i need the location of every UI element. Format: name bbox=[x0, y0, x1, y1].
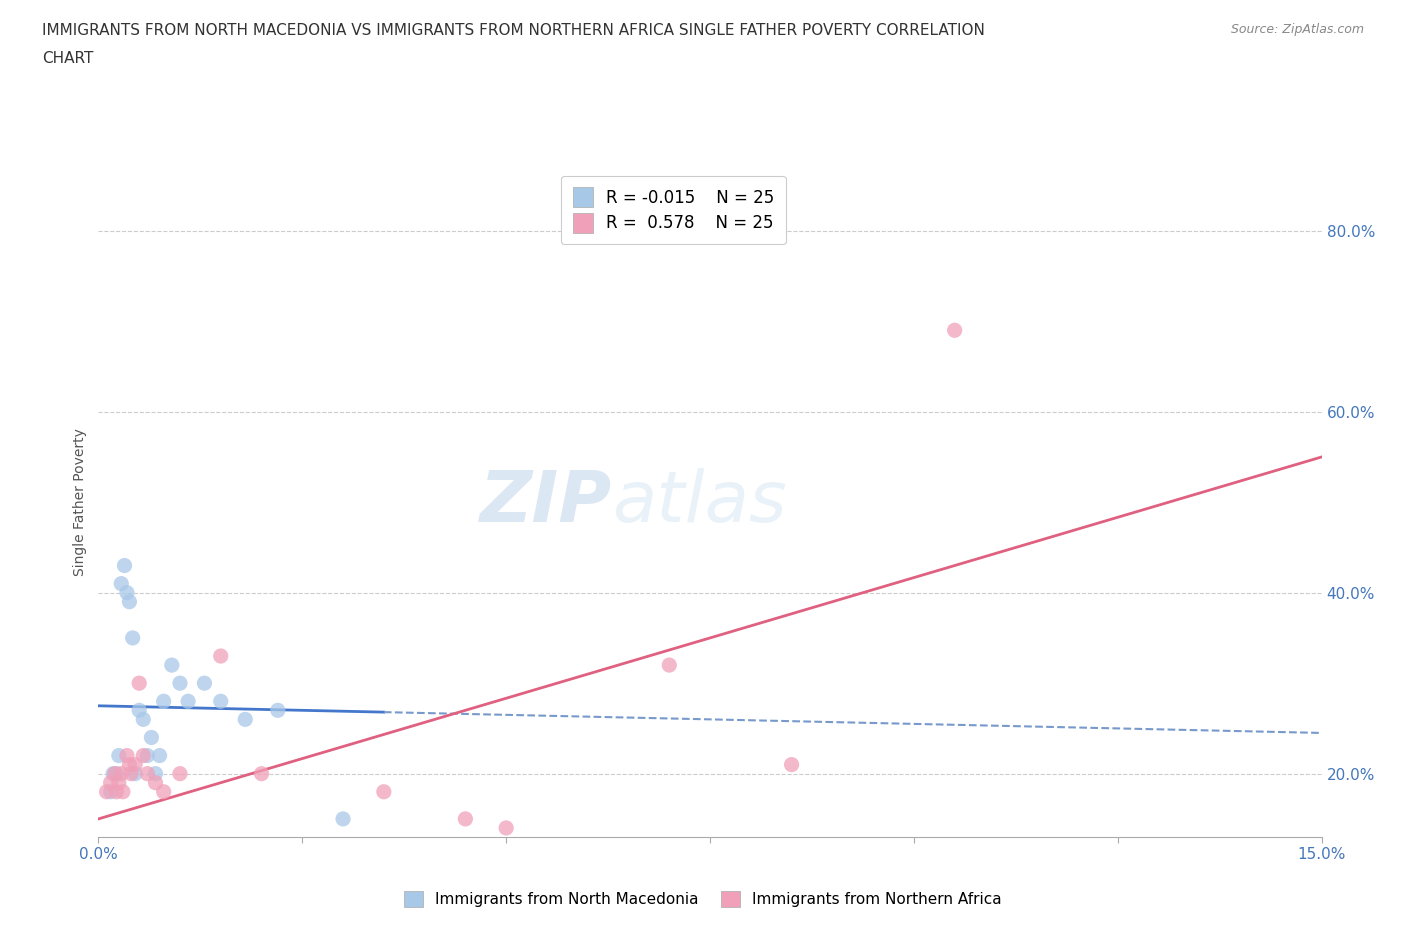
Text: CHART: CHART bbox=[42, 51, 94, 66]
Point bbox=[110, 766, 132, 781]
Text: ZIP: ZIP bbox=[479, 468, 612, 537]
Text: Source: ZipAtlas.com: Source: ZipAtlas.com bbox=[1230, 23, 1364, 36]
Point bbox=[250, 766, 273, 781]
Legend: R = -0.015    N = 25, R =  0.578    N = 25: R = -0.015 N = 25, R = 0.578 N = 25 bbox=[561, 176, 786, 245]
Legend: Immigrants from North Macedonia, Immigrants from Northern Africa: Immigrants from North Macedonia, Immigra… bbox=[398, 884, 1008, 913]
Point bbox=[118, 757, 141, 772]
Point bbox=[145, 776, 167, 790]
Point bbox=[780, 757, 803, 772]
Point bbox=[160, 658, 183, 672]
Point bbox=[108, 748, 131, 763]
Text: IMMIGRANTS FROM NORTH MACEDONIA VS IMMIGRANTS FROM NORTHERN AFRICA SINGLE FATHER: IMMIGRANTS FROM NORTH MACEDONIA VS IMMIG… bbox=[42, 23, 986, 38]
Point bbox=[169, 676, 191, 691]
Point bbox=[658, 658, 681, 672]
Point bbox=[132, 748, 155, 763]
Point bbox=[96, 784, 118, 799]
Point bbox=[124, 757, 146, 772]
Point bbox=[120, 766, 142, 781]
Point bbox=[108, 776, 131, 790]
Point bbox=[101, 766, 124, 781]
Point bbox=[454, 812, 477, 827]
Point bbox=[100, 784, 122, 799]
Point bbox=[373, 784, 395, 799]
Point bbox=[193, 676, 215, 691]
Text: atlas: atlas bbox=[612, 468, 787, 537]
Point bbox=[132, 712, 155, 727]
Point bbox=[105, 766, 128, 781]
Point bbox=[177, 694, 200, 709]
Point bbox=[124, 766, 146, 781]
Point bbox=[233, 712, 256, 727]
Point bbox=[100, 776, 122, 790]
Point bbox=[169, 766, 191, 781]
Point bbox=[105, 784, 128, 799]
Y-axis label: Single Father Poverty: Single Father Poverty bbox=[73, 428, 87, 577]
Point bbox=[943, 323, 966, 338]
Point bbox=[104, 766, 127, 781]
Point bbox=[115, 585, 138, 600]
Point bbox=[145, 766, 167, 781]
Point bbox=[149, 748, 172, 763]
Point bbox=[111, 784, 134, 799]
Point bbox=[115, 748, 138, 763]
Point bbox=[136, 766, 159, 781]
Point bbox=[209, 694, 232, 709]
Point bbox=[152, 784, 174, 799]
Point bbox=[495, 820, 517, 835]
Point bbox=[152, 694, 174, 709]
Point bbox=[114, 558, 136, 573]
Point bbox=[332, 812, 354, 827]
Point bbox=[141, 730, 163, 745]
Point bbox=[121, 631, 143, 645]
Point bbox=[128, 676, 150, 691]
Point bbox=[209, 648, 232, 663]
Point bbox=[267, 703, 290, 718]
Point bbox=[136, 748, 159, 763]
Point bbox=[128, 703, 150, 718]
Point bbox=[118, 594, 141, 609]
Point bbox=[110, 577, 132, 591]
